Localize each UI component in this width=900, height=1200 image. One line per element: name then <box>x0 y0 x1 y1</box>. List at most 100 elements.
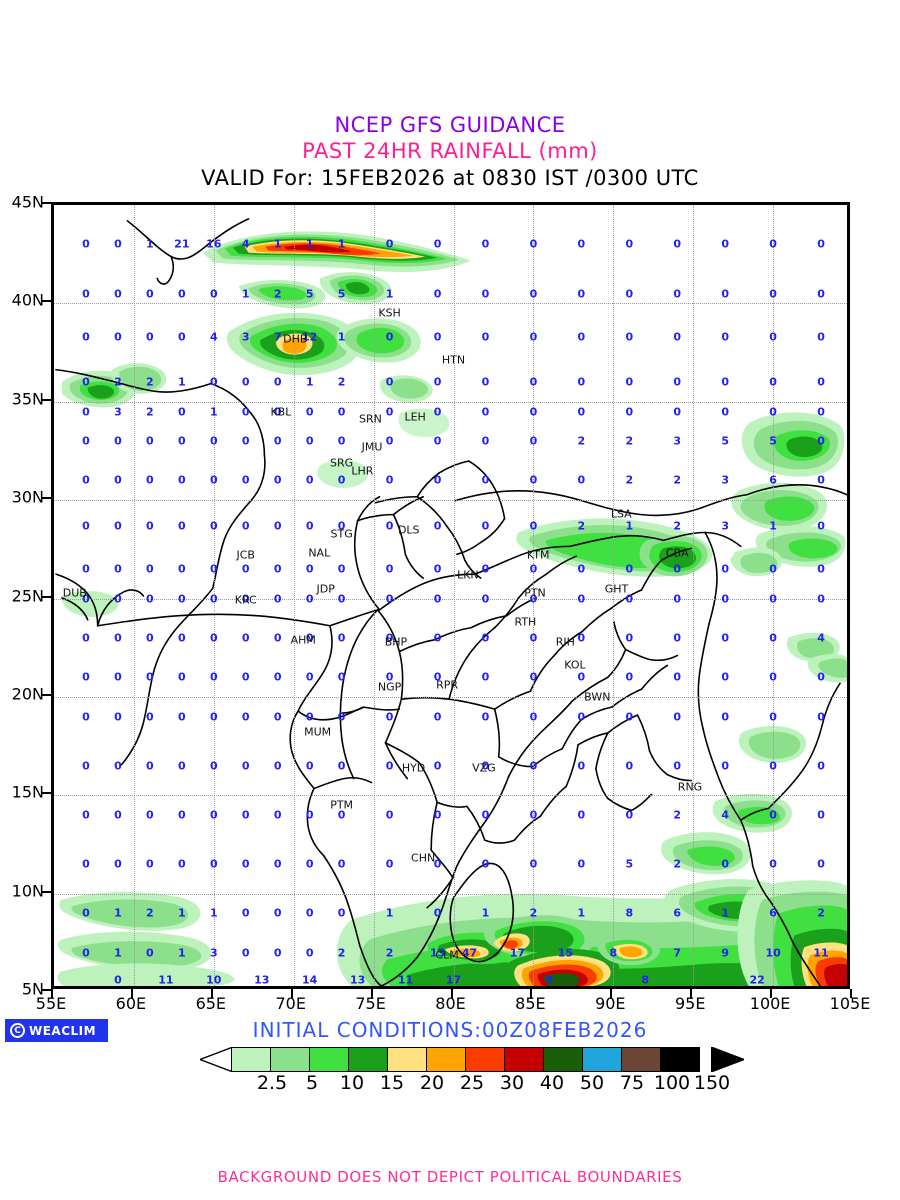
gridpoint-value: 0 <box>721 759 729 773</box>
gridpoint-value: 1 <box>481 906 490 920</box>
gridpoint-value: 0 <box>817 434 825 448</box>
city-label-nal: NAL <box>308 546 331 560</box>
gridpoint-value: 0 <box>337 562 346 576</box>
gridpoint-value: 0 <box>209 631 218 645</box>
gridpoint-value: 0 <box>385 473 394 487</box>
gridpoint-value: 0 <box>433 592 442 605</box>
gridpoint-value: 0 <box>178 405 186 419</box>
gridpoint-value: 0 <box>305 906 314 920</box>
gridpoint-value: 0 <box>769 287 777 301</box>
city-label-krc: KRC <box>234 593 257 607</box>
gridpoint-value: 0 <box>577 562 586 576</box>
gridpoint-value: 3 <box>114 405 122 419</box>
gridpoint-value: 0 <box>114 434 122 448</box>
city-label-dub: DUB <box>62 586 87 600</box>
gridpoint-value: 0 <box>146 631 154 645</box>
gridpoint-value: 0 <box>337 473 346 487</box>
gridpoint-value: 0 <box>529 808 538 822</box>
colorbar-tick-label: 40 <box>539 1072 565 1094</box>
gridpoint-value: 0 <box>337 710 346 724</box>
gridpoint-value: 0 <box>481 405 490 419</box>
gridpoint-value: 2 <box>146 375 154 389</box>
gridpoint-value: 0 <box>673 405 682 419</box>
gridpoint-value: 0 <box>82 519 90 533</box>
gridpoint-value: 0 <box>817 405 825 419</box>
gridpoint-value: 0 <box>433 330 442 344</box>
gridpoint-value: 15 <box>557 946 574 960</box>
city-label-ptm: PTM <box>330 798 354 812</box>
gridpoint-value: 0 <box>433 519 442 533</box>
city-label-lhr: LHR <box>351 464 374 478</box>
gridpoint-value: 0 <box>82 237 90 251</box>
gridpoint-value: 0 <box>146 434 154 448</box>
gridpoint-value: 5 <box>337 287 346 301</box>
gridpoint-value: 0 <box>625 330 634 344</box>
gridpoint-value: 0 <box>146 519 154 533</box>
colorbar-tick-label: 2.5 <box>256 1072 288 1094</box>
gridpoint-value: 0 <box>673 592 682 605</box>
gridpoint-value: 0 <box>625 759 634 773</box>
gridpoint-value: 1 <box>209 906 218 920</box>
gridpoint-value: 0 <box>273 375 282 389</box>
gridpoint-value: 0 <box>146 710 154 724</box>
rainfall-shading-layer <box>57 231 847 986</box>
gridpoint-value: 0 <box>433 434 442 448</box>
gridpoint-value: 0 <box>146 562 154 576</box>
gridpoint-value: 0 <box>529 592 538 605</box>
gridpoint-value: 0 <box>817 287 825 301</box>
gridpoint-value: 0 <box>385 237 394 251</box>
gridline-lon-75E <box>373 205 375 986</box>
gridpoint-value: 0 <box>82 906 90 920</box>
gridpoint-value: 0 <box>305 519 314 533</box>
gridpoint-value: 0 <box>305 946 314 960</box>
initial-conditions-text: INITIAL CONDITIONS:00Z08FEB2026 <box>252 1018 648 1042</box>
gridpoint-value: 0 <box>673 330 682 344</box>
gridpoint-value: 22 <box>749 973 765 987</box>
gridpoint-value: 4 <box>241 237 250 251</box>
x-axis-tick-label: 70E <box>275 994 306 1013</box>
gridpoint-value: 1 <box>337 330 346 344</box>
gridpoint-value: 0 <box>146 473 154 487</box>
gridpoint-value: 0 <box>577 857 586 871</box>
gridline-lon-70E <box>293 205 295 986</box>
gridpoint-value: 0 <box>273 710 282 724</box>
y-axis-tick-label: 25N <box>11 586 44 605</box>
gridpoint-value: 0 <box>481 631 490 645</box>
gridpoint-value: 0 <box>769 330 777 344</box>
gridpoint-value: 6 <box>673 906 682 920</box>
gridpoint-value: 0 <box>178 631 186 645</box>
gridpoint-value: 0 <box>146 592 154 605</box>
gridpoint-value: 0 <box>577 759 586 773</box>
city-label-chn: CHN <box>411 851 436 865</box>
gridpoint-value: 3 <box>241 330 250 344</box>
city-label-bwn: BWN <box>584 690 611 704</box>
gridpoint-value: 0 <box>337 519 346 533</box>
gridpoint-value: 0 <box>529 562 538 576</box>
gridpoint-value: 0 <box>577 631 586 645</box>
gridline-lon-85E <box>533 205 535 986</box>
y-axis-tick-mark <box>41 398 51 401</box>
gridpoint-value: 0 <box>577 405 586 419</box>
gridpoint-value: 0 <box>305 473 314 487</box>
colorbar-segments <box>231 1047 700 1072</box>
gridpoint-value: 0 <box>817 670 825 684</box>
title-line-valid-time: VALID For: 15FEB2026 at 0830 IST /0300 U… <box>201 166 699 190</box>
gridpoint-value: 0 <box>209 562 218 576</box>
gridpoint-value: 1 <box>178 946 186 960</box>
colorbar-segment <box>309 1047 349 1072</box>
gridpoint-value: 0 <box>769 237 777 251</box>
gridpoint-value: 0 <box>385 631 394 645</box>
gridpoint-value: 2 <box>114 375 122 389</box>
gridpoint-value: 0 <box>817 519 825 533</box>
gridpoint-value: 0 <box>114 287 122 301</box>
disclaimer-text: BACKGROUND DOES NOT DEPICT POLITICAL BOU… <box>217 1168 683 1186</box>
y-axis-tick-label: 40N <box>11 290 44 310</box>
gridpoint-value: 0 <box>817 473 825 487</box>
colorbar-segment <box>543 1047 583 1072</box>
gridpoint-value: 0 <box>577 287 586 301</box>
gridline-lon-60E <box>133 205 135 986</box>
gridpoint-value: 0 <box>305 434 314 448</box>
gridpoint-value: 0 <box>721 670 729 684</box>
x-axis-tick-label: 105E <box>829 994 871 1013</box>
weaclim-logo-badge[interactable]: C WEACLIM <box>5 1019 108 1042</box>
